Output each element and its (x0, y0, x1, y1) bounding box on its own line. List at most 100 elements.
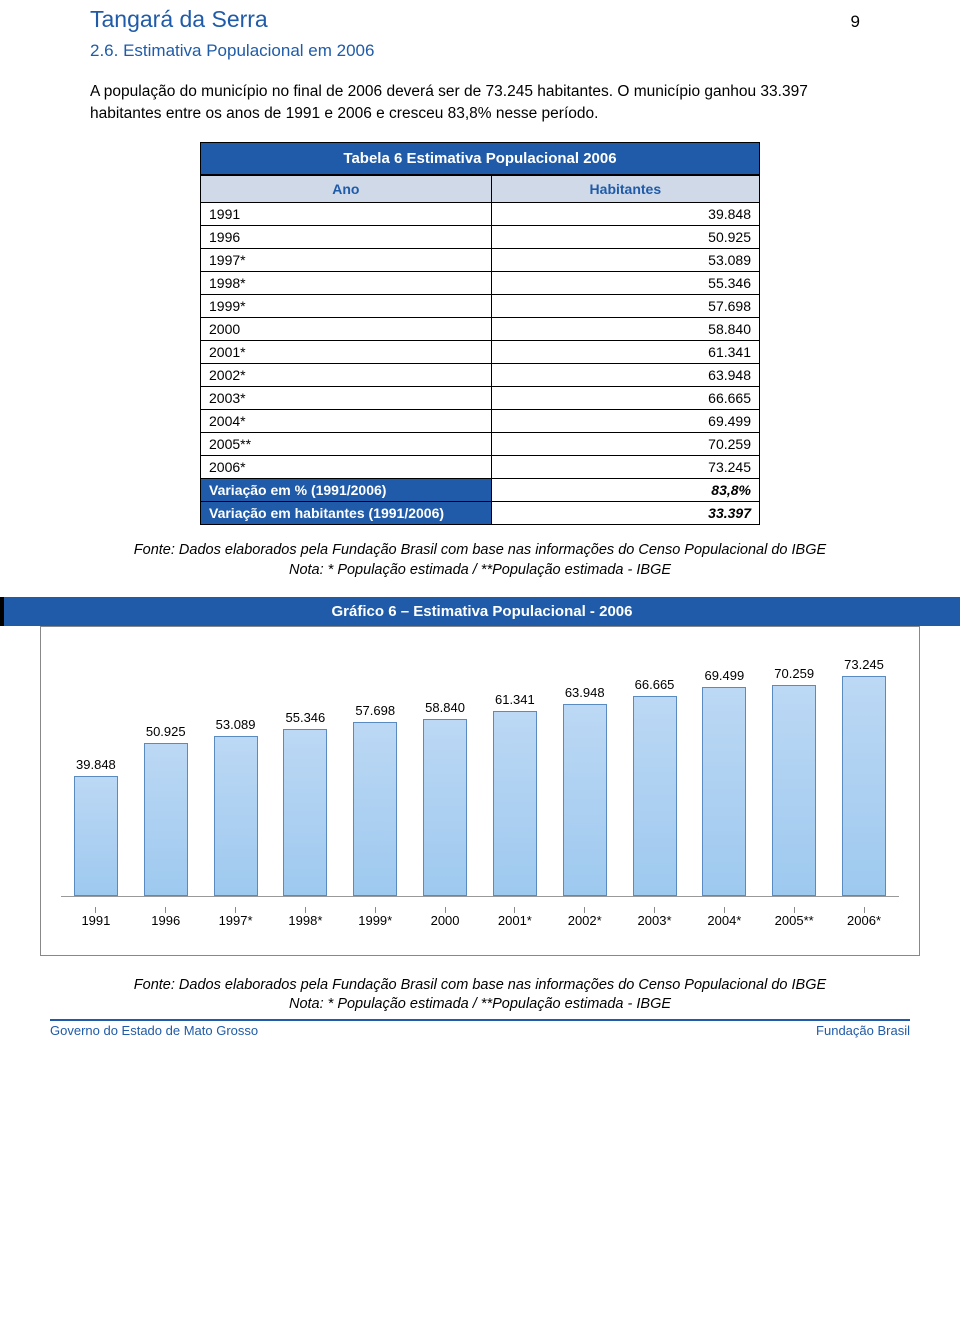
bar-rect (633, 696, 677, 896)
section-title: 2.6. Estimativa Populacional em 2006 (90, 41, 870, 81)
chart-bar: 70.259 (759, 685, 829, 896)
xaxis-text: 1991 (61, 913, 131, 928)
chart-source-note: Fonte: Dados elaborados pela Fundação Br… (90, 956, 870, 1019)
bar-rect (283, 729, 327, 895)
xaxis-text: 2004* (689, 913, 759, 928)
table-summary-row: Variação em habitantes (1991/2006)33.397 (201, 502, 760, 525)
bar-value-label: 57.698 (355, 703, 395, 718)
xaxis-label: 1996 (131, 907, 201, 928)
table-cell-year: 2001* (201, 341, 492, 364)
table-cell-year: 1996 (201, 226, 492, 249)
table-cell-value: 73.245 (491, 456, 759, 479)
bar-rect (214, 736, 258, 895)
bar-value-label: 61.341 (495, 692, 535, 707)
table-cell-year: 2003* (201, 387, 492, 410)
table-cell-year: 1999* (201, 295, 492, 318)
xaxis-text: 2000 (410, 913, 480, 928)
table-cell-value: 66.665 (491, 387, 759, 410)
table-cell-year: 2006* (201, 456, 492, 479)
xaxis-label: 2001* (480, 907, 550, 928)
bar-value-label: 63.948 (565, 685, 605, 700)
chart-bar: 39.848 (61, 776, 131, 896)
xaxis-label: 2002* (550, 907, 620, 928)
source-line: Nota: * População estimada / **População… (90, 995, 870, 1015)
xaxis-label: 1998* (270, 907, 340, 928)
bar-rect (74, 776, 118, 896)
bar-value-label: 66.665 (635, 677, 675, 692)
page-number: 9 (851, 12, 860, 32)
chart-bar: 63.948 (550, 704, 620, 896)
table-cell-value: 70.259 (491, 433, 759, 456)
table-header-year: Ano (201, 176, 492, 203)
table-row: 199650.925 (201, 226, 760, 249)
xaxis-text: 1996 (131, 913, 201, 928)
table-cell-year: 2000 (201, 318, 492, 341)
chart-bar: 58.840 (410, 719, 480, 896)
chart-bar: 69.499 (689, 687, 759, 895)
chart-bar: 61.341 (480, 711, 550, 895)
xaxis-text: 2003* (620, 913, 690, 928)
xaxis-text: 1999* (340, 913, 410, 928)
bar-rect (353, 722, 397, 895)
table-row: 2003*66.665 (201, 387, 760, 410)
xaxis-text: 1998* (270, 913, 340, 928)
table-row: 1997*53.089 (201, 249, 760, 272)
table-cell-year: 2002* (201, 364, 492, 387)
table-row: 200058.840 (201, 318, 760, 341)
chart-bar: 53.089 (201, 736, 271, 895)
document-title: Tangará da Serra (90, 0, 870, 41)
table-row: 199139.848 (201, 203, 760, 226)
chart-bar: 50.925 (131, 743, 201, 896)
bar-rect (563, 704, 607, 896)
source-line: Fonte: Dados elaborados pela Fundação Br… (90, 541, 870, 561)
bar-value-label: 39.848 (76, 757, 116, 772)
table-cell-year: 2004* (201, 410, 492, 433)
xaxis-label: 1999* (340, 907, 410, 928)
table-cell-value: 53.089 (491, 249, 759, 272)
table-row: 2002*63.948 (201, 364, 760, 387)
bar-value-label: 50.925 (146, 724, 186, 739)
bar-value-label: 55.346 (286, 710, 326, 725)
table-cell-value: 57.698 (491, 295, 759, 318)
chart-bar: 57.698 (340, 722, 410, 895)
table-row: 1998*55.346 (201, 272, 760, 295)
footer-right: Fundação Brasil (816, 1023, 910, 1038)
table-cell-value: 63.948 (491, 364, 759, 387)
bar-value-label: 58.840 (425, 700, 465, 715)
xaxis-label: 1997* (201, 907, 271, 928)
table-row: 2006*73.245 (201, 456, 760, 479)
bar-rect (842, 676, 886, 896)
table-summary-value: 83,8% (491, 479, 759, 502)
intro-paragraph: A população do município no final de 200… (90, 81, 870, 142)
bar-value-label: 69.499 (704, 668, 744, 683)
chart-title: Gráfico 6 – Estimativa Populacional - 20… (0, 597, 960, 626)
table-row: 2004*69.499 (201, 410, 760, 433)
table-row: 1999*57.698 (201, 295, 760, 318)
table-cell-year: 1991 (201, 203, 492, 226)
xaxis-label: 1991 (61, 907, 131, 928)
table-summary-row: Variação em % (1991/2006)83,8% (201, 479, 760, 502)
xaxis-label: 2000 (410, 907, 480, 928)
table-summary-value: 33.397 (491, 502, 759, 525)
table-title: Tabela 6 Estimativa Populacional 2006 (200, 142, 760, 175)
bar-value-label: 53.089 (216, 717, 256, 732)
bar-value-label: 73.245 (844, 657, 884, 672)
table-row: 2001*61.341 (201, 341, 760, 364)
table-summary-label: Variação em habitantes (1991/2006) (201, 502, 492, 525)
bar-rect (702, 687, 746, 895)
table-cell-value: 69.499 (491, 410, 759, 433)
bar-rect (423, 719, 467, 896)
page-footer: Governo do Estado de Mato Grosso Fundaçã… (50, 1019, 910, 1048)
bar-rect (493, 711, 537, 895)
xaxis-label: 2003* (620, 907, 690, 928)
chart-bar: 55.346 (270, 729, 340, 895)
xaxis-label: 2004* (689, 907, 759, 928)
xaxis-text: 2005** (759, 913, 829, 928)
population-bar-chart: 39.84850.92553.08955.34657.69858.84061.3… (40, 626, 920, 956)
footer-left: Governo do Estado de Mato Grosso (50, 1023, 258, 1038)
xaxis-text: 2006* (829, 913, 899, 928)
table-header-value: Habitantes (491, 176, 759, 203)
source-line: Nota: * População estimada / **População… (90, 561, 870, 581)
xaxis-text: 2002* (550, 913, 620, 928)
table-cell-year: 1997* (201, 249, 492, 272)
